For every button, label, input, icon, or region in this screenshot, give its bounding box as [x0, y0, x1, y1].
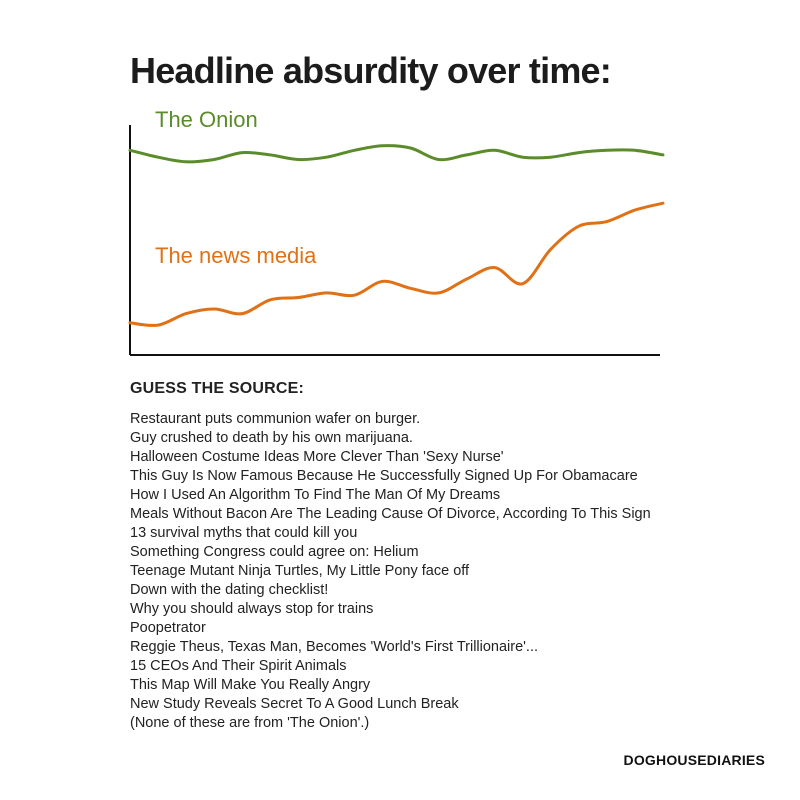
chart-series: The Onion The news media [128, 107, 665, 327]
headline-item: New Study Reveals Secret To A Good Lunch… [130, 696, 459, 712]
guess-the-source-heading: GUESS THE SOURCE: [130, 380, 305, 397]
series-line-the-news-media [128, 201, 665, 327]
headline-item: 13 survival myths that could kill you [130, 525, 358, 541]
headline-item: Why you should always stop for trains [130, 601, 374, 617]
credit-doghousediaries: DOGHOUSEDIARIES [623, 752, 765, 768]
headline-item: This Guy Is Now Famous Because He Succes… [130, 468, 638, 484]
headline-item: Meals Without Bacon Are The Leading Caus… [130, 506, 651, 522]
chart-axes [129, 125, 660, 356]
headline-item: (None of these are from 'The Onion'.) [130, 715, 370, 731]
headline-item: How I Used An Algorithm To Find The Man … [130, 487, 501, 503]
headline-item: Something Congress could agree on: Heliu… [130, 544, 419, 560]
headline-item: Halloween Costume Ideas More Clever Than… [130, 449, 504, 465]
headline-item: Reggie Theus, Texas Man, Becomes 'World'… [130, 639, 539, 655]
series-label-the-onion: The Onion [155, 107, 258, 132]
headline-item: 15 CEOs And Their Spirit Animals [130, 658, 347, 674]
headline-item: Teenage Mutant Ninja Turtles, My Little … [130, 563, 470, 579]
headline-item: Poopetrator [130, 620, 206, 636]
series-label-the-news-media: The news media [155, 243, 317, 268]
headline-list: Restaurant puts communion wafer on burge… [130, 410, 651, 733]
headline-item: Restaurant puts communion wafer on burge… [130, 411, 421, 427]
headline-item: This Map Will Make You Really Angry [130, 677, 371, 693]
headline-item: Down with the dating checklist! [130, 582, 329, 598]
series-line-the-onion [128, 144, 665, 164]
chart-title: Headline absurdity over time: [130, 50, 612, 91]
headline-item: Guy crushed to death by his own marijuan… [130, 430, 413, 446]
